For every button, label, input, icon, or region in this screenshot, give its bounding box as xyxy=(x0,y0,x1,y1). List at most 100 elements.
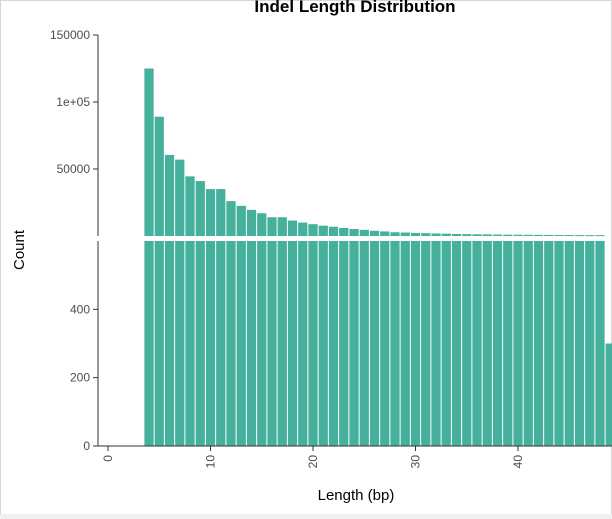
bar-lower-36 xyxy=(472,241,482,446)
bar-upper-25 xyxy=(359,229,369,236)
bar-lower-30 xyxy=(410,241,421,446)
bar-lower-11 xyxy=(216,241,226,446)
lower-y-ticks: 0 200 400 xyxy=(70,302,98,453)
bar-upper-21 xyxy=(318,225,328,236)
bar-upper-18 xyxy=(287,220,298,236)
bar-lower-8 xyxy=(185,241,195,446)
bar-upper-13 xyxy=(236,205,246,236)
bar-lower-49 xyxy=(605,343,612,446)
bar-upper-17 xyxy=(277,217,287,236)
bar-lower-18 xyxy=(287,241,298,446)
bar-upper-36 xyxy=(472,234,482,236)
bar-upper-44 xyxy=(554,235,564,236)
bar-lower-27 xyxy=(380,241,390,446)
bar-lower-7 xyxy=(175,241,185,446)
bar-lower-15 xyxy=(257,241,267,446)
bar-upper-7 xyxy=(175,159,185,236)
bar-lower-20 xyxy=(308,241,318,446)
x-tick-label: 40 xyxy=(511,455,525,469)
bar-upper-29 xyxy=(400,232,410,236)
bar-upper-6 xyxy=(164,154,175,236)
y-axis-title: Count xyxy=(11,229,28,270)
bar-upper-5 xyxy=(154,116,164,236)
bar-upper-14 xyxy=(246,209,257,236)
lower-y-tick-label: 400 xyxy=(70,302,90,316)
upper-y-tick-label: 150000 xyxy=(50,28,90,42)
bar-upper-46 xyxy=(574,235,585,237)
bar-upper-34 xyxy=(451,233,462,236)
bar-lower-38 xyxy=(492,241,503,446)
bar-upper-38 xyxy=(492,234,503,236)
bar-upper-15 xyxy=(257,213,267,236)
x-tick-label: 30 xyxy=(409,455,423,469)
bar-lower-48 xyxy=(595,241,605,446)
bar-lower-47 xyxy=(585,241,595,446)
upper-y-ticks: 50000 1e+05 150000 xyxy=(50,28,98,176)
bar-lower-37 xyxy=(482,241,492,446)
bar-upper-28 xyxy=(390,232,400,236)
bar-upper-31 xyxy=(421,233,431,236)
bar-upper-40 xyxy=(513,234,523,236)
bar-upper-32 xyxy=(431,233,441,236)
bar-upper-43 xyxy=(544,234,554,236)
bar-upper-23 xyxy=(339,227,349,236)
bar-upper-8 xyxy=(185,176,195,236)
bar-lower-24 xyxy=(349,241,359,446)
bar-upper-37 xyxy=(482,234,492,236)
x-tick-label: 10 xyxy=(204,455,218,469)
bar-upper-33 xyxy=(441,233,451,236)
bar-lower-32 xyxy=(431,241,441,446)
bar-upper-45 xyxy=(564,235,574,237)
bar-lower-5 xyxy=(154,241,164,446)
bar-lower-19 xyxy=(298,241,308,446)
bar-lower-46 xyxy=(574,241,585,446)
bar-lower-28 xyxy=(390,241,400,446)
bar-upper-19 xyxy=(298,222,308,236)
chart-title: Indel Length Distribution xyxy=(254,0,455,16)
x-tick-label: 0 xyxy=(101,455,115,462)
bar-upper-16 xyxy=(267,217,277,236)
bar-lower-21 xyxy=(318,241,328,446)
x-tick-label: 20 xyxy=(306,455,320,469)
bar-lower-44 xyxy=(554,241,564,446)
lower-y-tick-label: 200 xyxy=(70,371,90,385)
bar-lower-31 xyxy=(421,241,431,446)
bar-lower-10 xyxy=(205,241,216,446)
bar-lower-16 xyxy=(267,241,277,446)
bar-lower-29 xyxy=(400,241,410,446)
bar-lower-43 xyxy=(544,241,554,446)
bar-upper-27 xyxy=(380,231,390,236)
bar-upper-12 xyxy=(226,201,236,236)
x-axis-title: Length (bp) xyxy=(318,487,395,504)
upper-y-tick-label: 1e+05 xyxy=(56,95,90,109)
bar-upper-41 xyxy=(523,234,533,236)
bar-upper-20 xyxy=(308,224,318,236)
bar-upper-24 xyxy=(349,229,359,236)
bar-upper-4 xyxy=(144,68,154,236)
bar-upper-11 xyxy=(216,189,226,236)
bar-lower-9 xyxy=(195,241,205,446)
bar-upper-35 xyxy=(462,234,472,236)
bar-lower-22 xyxy=(328,241,339,446)
bar-upper-48 xyxy=(595,235,605,237)
bar-lower-41 xyxy=(523,241,533,446)
bar-upper-39 xyxy=(503,234,513,236)
bar-upper-26 xyxy=(369,230,380,236)
bar-lower-14 xyxy=(246,241,257,446)
bar-lower-26 xyxy=(369,241,380,446)
bar-lower-33 xyxy=(441,241,451,446)
bar-upper-22 xyxy=(328,226,339,236)
bar-upper-9 xyxy=(195,181,205,236)
bar-lower-12 xyxy=(226,241,236,446)
lower-y-tick-label: 0 xyxy=(83,439,90,453)
bar-lower-23 xyxy=(339,241,349,446)
upper-panel-bars xyxy=(144,68,605,237)
bar-lower-40 xyxy=(513,241,523,446)
bar-lower-45 xyxy=(564,241,574,446)
bar-upper-30 xyxy=(410,232,421,236)
bar-lower-13 xyxy=(236,241,246,446)
bar-lower-25 xyxy=(359,241,369,446)
upper-y-tick-label: 50000 xyxy=(57,162,91,176)
bar-lower-17 xyxy=(277,241,287,446)
